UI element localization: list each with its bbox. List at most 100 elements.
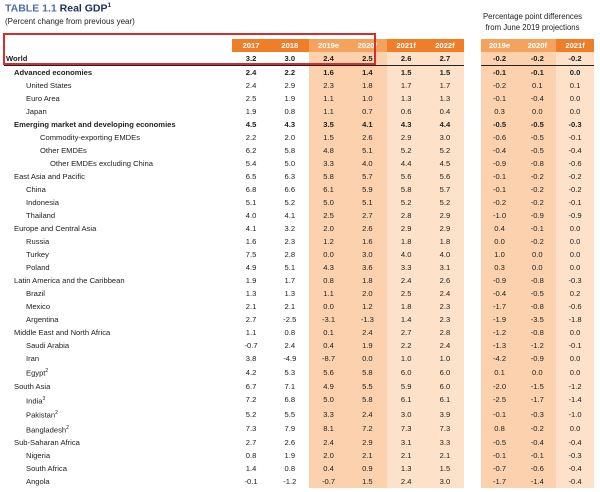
row-label: South Asia xyxy=(4,380,232,393)
pp-diff-cell: -4.2 xyxy=(480,352,519,365)
value-cell: 2.0 xyxy=(284,133,296,142)
column-gap xyxy=(464,313,480,326)
row-label: Turkey xyxy=(4,248,232,261)
value-cell: 2.4 xyxy=(245,81,257,90)
table-row: Nigeria 0.8 1.9 2.0 2.1 2.1 2.1 -0.1 -0.1 -0.3 xyxy=(4,449,594,463)
column-gap xyxy=(464,183,480,196)
pp-diff-cell: -0.2 xyxy=(518,52,557,66)
value-cell: 2.7 xyxy=(245,438,257,448)
row-label: Euro Area xyxy=(4,92,232,105)
value-cell: 2.3 xyxy=(284,237,296,246)
value-cell: 1.4 xyxy=(386,313,426,326)
value-cell: 0.7 xyxy=(347,105,387,118)
value-cell: 7.9 xyxy=(284,424,296,434)
table-row: Other EMDEs 6.2 5.8 4.8 5.1 5.2 5.2 -0.4 -0.5 -0.… xyxy=(4,144,594,157)
table-row: Emerging market and developing economies… xyxy=(4,118,594,131)
table-title-text: Real GDP xyxy=(59,2,108,15)
value-cell: -1.3 xyxy=(347,313,387,326)
row-label-text: Bangladesh xyxy=(26,425,67,435)
value-cell: 1.6 xyxy=(309,65,348,79)
table-number: TABLE 1.1 xyxy=(5,2,57,15)
footnote-marker: 2 xyxy=(66,424,69,431)
value-cell: 5.0 xyxy=(284,159,296,168)
value-cell: 6.5 xyxy=(245,172,257,181)
value-cell: 1.0 xyxy=(386,352,426,365)
column-gap xyxy=(464,475,480,488)
gdp-table: 2017 2018 2019e 2020f 2021f 2022f 2019e … xyxy=(4,39,594,489)
column-gap xyxy=(464,66,480,80)
value-cell: 1.3 xyxy=(386,462,426,476)
column-gap xyxy=(464,462,480,475)
table-row: Middle East and North Africa 1.1 0.8 0.1 2.4… xyxy=(4,326,594,339)
value-cell: 2.6 xyxy=(425,274,465,287)
pp-diff-cell: 0.0 xyxy=(556,352,594,365)
column-gap xyxy=(464,209,480,222)
value-cell: 6.8 xyxy=(284,395,296,405)
footnote-marker: 2 xyxy=(55,410,58,417)
pp-diff-cell: 0.0 xyxy=(556,222,594,235)
row-label-text: Saudi Arabia xyxy=(26,341,70,350)
row-label-text: Japan xyxy=(26,107,47,116)
table-subtitle: (Percent change from previous year) xyxy=(5,17,135,26)
pp-diff-cell: 0.0 xyxy=(556,326,594,339)
pp-diff-cell: 0.0 xyxy=(556,235,594,248)
value-cell: 2.4 xyxy=(425,287,465,300)
value-cell: 2.9 xyxy=(386,131,426,144)
row-label-text: Other EMDEs excluding China xyxy=(50,159,153,168)
value-cell: 1.2 xyxy=(347,300,387,313)
value-cell: 1.8 xyxy=(386,300,426,313)
pp-diff-cell: -1.2 xyxy=(556,379,594,393)
value-cell: 1.1 xyxy=(309,287,348,300)
row-label-text: Europe and Central Asia xyxy=(14,224,97,233)
pp-diff-cell: -0.3 xyxy=(556,274,594,287)
value-cell: 6.1 xyxy=(425,392,465,408)
row-label-text: Thailand xyxy=(26,211,56,220)
value-cell: 7.3 xyxy=(245,424,257,434)
value-cell: 2.3 xyxy=(425,313,465,326)
pp-diff-cell: 0.0 xyxy=(556,365,594,380)
value-cell: 5.1 xyxy=(245,198,257,207)
table-row: United States 2.4 2.9 2.3 1.8 1.7 1.7 -0.2 0.1 0.… xyxy=(4,79,594,92)
value-cell: 7.2 xyxy=(245,395,257,405)
pp-diff-cell: -1.2 xyxy=(480,326,519,339)
value-cell: 5.7 xyxy=(425,183,465,196)
value-cell: 3.3 xyxy=(309,157,348,170)
value-cell: 0.8 xyxy=(309,274,348,287)
column-gap xyxy=(464,393,480,408)
pp-diff-cell: -0.6 xyxy=(556,300,594,313)
value-cell: 7.2 xyxy=(347,421,387,437)
value-cell: 3.2 xyxy=(284,224,296,233)
row-label-text: Argentina xyxy=(26,315,59,324)
pp-diff-cell: -0.5 xyxy=(480,118,519,131)
pp-diff-cell: -0.8 xyxy=(518,274,557,287)
value-cell: 6.3 xyxy=(284,172,296,181)
pp-diff-cell: -0.9 xyxy=(518,352,557,365)
pp-diff-cell: -1.4 xyxy=(518,475,557,489)
pp-diff-cell: -0.5 xyxy=(518,144,557,157)
table-header-row: 2017 2018 2019e 2020f 2021f 2022f 2019e … xyxy=(4,39,594,52)
pp-diff-cell: 0.0 xyxy=(556,421,594,437)
pp-diff-cell: -1.7 xyxy=(480,475,519,489)
value-cell: 2.8 xyxy=(425,326,465,339)
value-cell: 3.0 xyxy=(347,248,387,261)
pp-diff-cell: -0.8 xyxy=(518,326,557,339)
value-cell: 5.8 xyxy=(309,170,348,183)
table-row: Euro Area 2.5 1.9 1.1 1.0 1.3 1.3 -0.1 -0.4 0.0 xyxy=(4,92,594,105)
value-cell: 4.0 xyxy=(425,248,465,261)
value-cell: 1.5 xyxy=(425,462,465,476)
value-cell: 2.1 xyxy=(386,449,426,463)
pp-diff-cell: -0.4 xyxy=(480,287,519,300)
value-cell: 5.8 xyxy=(386,183,426,196)
pp-diff-cell: -3.5 xyxy=(518,313,557,326)
table-row: Russia 1.6 2.3 1.2 1.6 1.8 1.8 0.0 -0.2 0.0 xyxy=(4,235,594,248)
column-gap xyxy=(464,39,480,52)
row-label: World xyxy=(4,52,232,66)
value-cell: 1.7 xyxy=(284,276,296,285)
table-row: Other EMDEs excluding China 5.4 5.0 3.3 4.0 4… xyxy=(4,157,594,170)
value-cell: 1.0 xyxy=(347,92,387,105)
value-cell: 2.6 xyxy=(386,52,426,66)
col-header-2020f: 2020f xyxy=(347,39,387,52)
value-cell: 4.1 xyxy=(245,224,257,233)
value-cell: 5.2 xyxy=(245,409,257,419)
column-gap xyxy=(464,105,480,118)
